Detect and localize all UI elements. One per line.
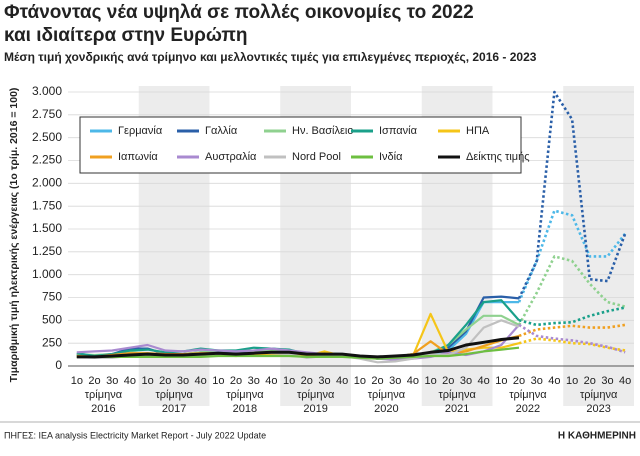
legend-label: Αυστραλία [205, 151, 257, 163]
forecast-line [518, 323, 626, 354]
chart-title: και ιδιαίτερα στην Ευρώπη [4, 25, 248, 46]
legend-label: Ην. Βασίλειο [292, 125, 353, 137]
x-tick-label: 1ο [212, 375, 224, 387]
forecast-line [517, 255, 626, 326]
x-tick-label: 4ο [619, 375, 631, 387]
forecast-line [518, 306, 626, 327]
source: ΠΗΓΕΣ: IEA analysis Electricity Market R… [4, 430, 266, 440]
x-tick-label: 1ο [71, 375, 83, 387]
brand: Η ΚΑΘΗΜΕΡΙΝΗ [558, 431, 636, 442]
y-tick-label: 0 [55, 358, 62, 372]
x-group-unit: τρίμηνα [368, 389, 406, 401]
chart-subtitle: Μέση τιμή χονδρικής ανά τρίμηνο και μελλ… [4, 50, 537, 64]
x-tick-label: 4ο [548, 375, 560, 387]
series-line [76, 324, 520, 361]
x-tick-label: 4ο [478, 375, 490, 387]
y-tick-label: 1.000 [32, 267, 62, 281]
x-tick-label: 2ο [301, 375, 313, 387]
x-tick-label: 3ο [531, 375, 543, 387]
y-tick-label: 3.000 [32, 84, 62, 98]
x-tick-label: 3ο [460, 375, 472, 387]
x-tick-label: 3ο [177, 375, 189, 387]
x-group-unit: τρίμηνα [297, 389, 335, 401]
x-group-unit: τρίμηνα [226, 389, 264, 401]
x-tick-label: 4ο [265, 375, 277, 387]
x-tick-label: 2ο [371, 375, 383, 387]
x-group-label: 2017 [162, 403, 186, 415]
x-tick-label: 1ο [283, 375, 295, 387]
series-line [76, 346, 520, 360]
y-tick-label: 2.000 [32, 176, 62, 190]
legend-label: Ισπανία [379, 125, 418, 137]
x-group-label: 2022 [516, 403, 540, 415]
y-tick-label: 1.500 [32, 221, 62, 235]
x-tick-label: 3ο [248, 375, 260, 387]
series-line [76, 336, 520, 359]
y-tick-label: 250 [42, 335, 62, 349]
y-tick-label: 500 [42, 313, 62, 327]
x-group-label: 2016 [91, 403, 115, 415]
x-tick-label: 2ο [513, 375, 525, 387]
x-group-label: 2020 [374, 403, 398, 415]
x-group-unit: τρίμηνα [85, 389, 123, 401]
legend-box [79, 116, 522, 174]
legend-label: Ινδία [379, 151, 403, 163]
x-group-unit: τρίμηνα [155, 389, 193, 401]
x-tick-label: 1ο [495, 375, 507, 387]
legend-label: Γερμανία [118, 125, 163, 137]
y-tick-label: 2.750 [32, 107, 62, 121]
x-tick-label: 1ο [354, 375, 366, 387]
x-tick-label: 3ο [389, 375, 401, 387]
chart-title: Φτάνοντας νέα υψηλά σε πολλές οικονομίες… [4, 2, 474, 23]
x-tick-label: 1ο [141, 375, 153, 387]
y-tick-label: 1.250 [32, 244, 62, 258]
legend-label: ΗΠΑ [466, 125, 490, 137]
year-band [563, 86, 634, 406]
x-tick-label: 1ο [566, 375, 578, 387]
legend-label: Nord Pool [292, 151, 341, 163]
legend-label: Ιαπωνία [118, 151, 158, 163]
y-tick-label: 2.500 [32, 130, 62, 144]
x-tick-label: 4ο [124, 375, 136, 387]
x-tick-label: 2ο [442, 375, 454, 387]
x-tick-label: 2ο [88, 375, 100, 387]
x-tick-label: 3ο [106, 375, 118, 387]
x-group-label: 2021 [445, 403, 469, 415]
x-tick-label: 3ο [601, 375, 613, 387]
x-group-label: 2019 [303, 403, 327, 415]
y-axis-label: Τιμαριθμική τιμή ηλεκτρικής ενέργειας (1… [8, 88, 20, 383]
forecast-line [517, 209, 627, 303]
y-tick-label: 750 [42, 290, 62, 304]
legend-label: Γαλλία [205, 125, 238, 137]
x-tick-label: 4ο [195, 375, 207, 387]
x-group-label: 2018 [233, 403, 257, 415]
x-tick-label: 4ο [336, 375, 348, 387]
x-group-label: 2023 [586, 403, 610, 415]
y-tick-label: 2.250 [32, 153, 62, 167]
x-group-unit: τρίμηνα [509, 389, 547, 401]
legend-label: Δείκτης τιμής [466, 151, 530, 163]
x-tick-label: 1ο [424, 375, 436, 387]
y-tick-label: 1.750 [32, 198, 62, 212]
x-group-unit: τρίμηνα [580, 389, 618, 401]
x-tick-label: 2ο [159, 375, 171, 387]
x-group-unit: τρίμηνα [438, 389, 476, 401]
forecast-line [517, 90, 627, 299]
x-tick-label: 4ο [407, 375, 419, 387]
x-tick-label: 2ο [230, 375, 242, 387]
x-tick-label: 2ο [584, 375, 596, 387]
x-tick-label: 3ο [318, 375, 330, 387]
